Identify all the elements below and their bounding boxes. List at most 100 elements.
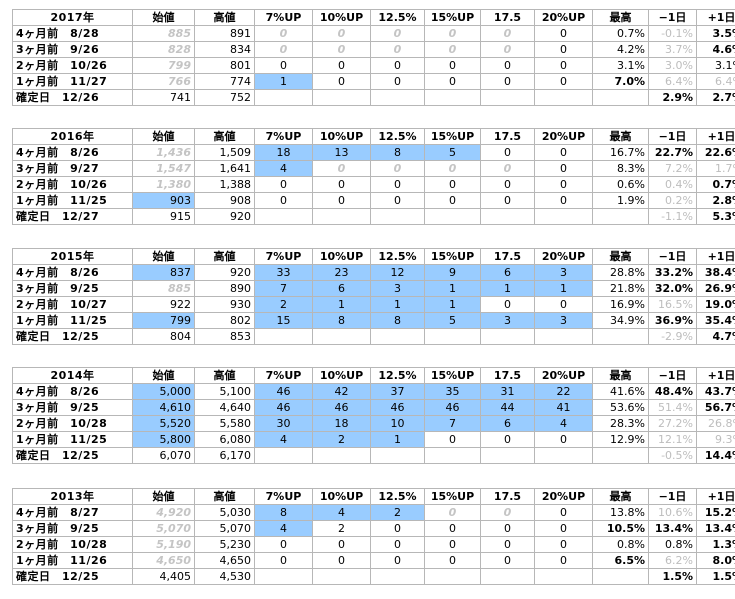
plus-one-day-cell[interactable]: 8.0% <box>696 552 735 569</box>
high-price-cell[interactable]: 5,230 <box>194 536 255 553</box>
column-header[interactable]: 17.5 <box>480 248 535 265</box>
max-gain-cell[interactable]: 53.6% <box>592 399 649 416</box>
threshold-count-cell[interactable]: 33 <box>254 264 313 281</box>
max-gain-cell[interactable] <box>592 568 649 585</box>
high-price-cell[interactable]: 4,650 <box>194 552 255 569</box>
threshold-count-cell[interactable]: 4 <box>254 160 313 177</box>
threshold-count-cell[interactable]: 0 <box>254 57 313 74</box>
column-header[interactable]: 17.5 <box>480 367 535 384</box>
column-header[interactable]: +1日 <box>696 488 735 505</box>
high-price-cell[interactable]: 4,530 <box>194 568 255 585</box>
max-gain-cell[interactable]: 4.2% <box>592 41 649 58</box>
threshold-count-cell[interactable] <box>312 568 371 585</box>
threshold-count-cell[interactable]: 18 <box>312 415 371 432</box>
open-price-cell[interactable]: 5,190 <box>132 536 195 553</box>
row-label[interactable]: 確定日 12/26 <box>12 89 133 106</box>
threshold-count-cell[interactable]: 0 <box>254 536 313 553</box>
row-label[interactable]: 2ヶ月前 10/27 <box>12 296 133 313</box>
open-price-cell[interactable]: 885 <box>132 25 195 42</box>
threshold-count-cell[interactable] <box>480 89 535 106</box>
row-label[interactable]: 2ヶ月前 10/28 <box>12 415 133 432</box>
plus-one-day-cell[interactable]: 14.4% <box>696 447 735 464</box>
max-gain-cell[interactable]: 28.8% <box>592 264 649 281</box>
threshold-count-cell[interactable]: 0 <box>480 536 535 553</box>
minus-one-day-cell[interactable]: 3.7% <box>648 41 697 58</box>
max-gain-cell[interactable]: 3.1% <box>592 57 649 74</box>
threshold-count-cell[interactable]: 0 <box>534 431 593 448</box>
column-header[interactable]: −1日 <box>648 9 697 26</box>
column-header[interactable]: 高値 <box>194 9 255 26</box>
plus-one-day-cell[interactable]: 26.9% <box>696 280 735 297</box>
threshold-count-cell[interactable]: 1 <box>480 280 535 297</box>
row-label[interactable]: 3ヶ月前 9/25 <box>12 399 133 416</box>
threshold-count-cell[interactable]: 2 <box>312 520 371 537</box>
threshold-count-cell[interactable] <box>254 208 313 225</box>
threshold-count-cell[interactable]: 3 <box>534 264 593 281</box>
threshold-count-cell[interactable]: 0 <box>480 504 535 521</box>
plus-one-day-cell[interactable]: 19.0% <box>696 296 735 313</box>
threshold-count-cell[interactable]: 9 <box>424 264 481 281</box>
threshold-count-cell[interactable]: 13 <box>312 144 371 161</box>
open-price-cell[interactable]: 1,547 <box>132 160 195 177</box>
threshold-count-cell[interactable]: 0 <box>534 160 593 177</box>
column-header[interactable]: 高値 <box>194 367 255 384</box>
threshold-count-cell[interactable]: 0 <box>312 552 371 569</box>
open-price-cell[interactable]: 799 <box>132 312 195 329</box>
threshold-count-cell[interactable]: 0 <box>534 520 593 537</box>
row-label[interactable]: 4ヶ月前 8/26 <box>12 383 133 400</box>
column-header[interactable]: 20%UP <box>534 9 593 26</box>
plus-one-day-cell[interactable]: 56.7% <box>696 399 735 416</box>
threshold-count-cell[interactable]: 8 <box>254 504 313 521</box>
max-gain-cell[interactable]: 0.7% <box>592 25 649 42</box>
high-price-cell[interactable]: 6,080 <box>194 431 255 448</box>
plus-one-day-cell[interactable]: 9.3% <box>696 431 735 448</box>
threshold-count-cell[interactable]: 4 <box>534 415 593 432</box>
max-gain-cell[interactable]: 0.8% <box>592 536 649 553</box>
max-gain-cell[interactable]: 34.9% <box>592 312 649 329</box>
threshold-count-cell[interactable] <box>424 208 481 225</box>
threshold-count-cell[interactable]: 0 <box>370 192 425 209</box>
row-label[interactable]: 1ヶ月前 11/27 <box>12 73 133 90</box>
column-header[interactable]: 7%UP <box>254 367 313 384</box>
threshold-count-cell[interactable] <box>424 328 481 345</box>
plus-one-day-cell[interactable]: 35.4% <box>696 312 735 329</box>
row-label[interactable]: 確定日 12/25 <box>12 447 133 464</box>
threshold-count-cell[interactable]: 0 <box>312 192 371 209</box>
row-label[interactable]: 3ヶ月前 9/25 <box>12 520 133 537</box>
threshold-count-cell[interactable]: 3 <box>534 312 593 329</box>
threshold-count-cell[interactable]: 0 <box>312 25 371 42</box>
threshold-count-cell[interactable]: 1 <box>424 280 481 297</box>
plus-one-day-cell[interactable]: 1.7% <box>696 160 735 177</box>
column-header[interactable]: 最高 <box>592 367 649 384</box>
column-header[interactable]: 10%UP <box>312 248 371 265</box>
open-price-cell[interactable]: 4,650 <box>132 552 195 569</box>
threshold-count-cell[interactable]: 0 <box>370 536 425 553</box>
row-label[interactable]: 3ヶ月前 9/27 <box>12 160 133 177</box>
high-price-cell[interactable]: 5,580 <box>194 415 255 432</box>
threshold-count-cell[interactable]: 0 <box>424 192 481 209</box>
threshold-count-cell[interactable]: 0 <box>370 176 425 193</box>
plus-one-day-cell[interactable]: 4.7% <box>696 328 735 345</box>
threshold-count-cell[interactable]: 3 <box>480 312 535 329</box>
threshold-count-cell[interactable]: 0 <box>480 144 535 161</box>
threshold-count-cell[interactable]: 46 <box>254 399 313 416</box>
row-label[interactable]: 1ヶ月前 11/25 <box>12 312 133 329</box>
column-header[interactable]: 15%UP <box>424 128 481 145</box>
column-header[interactable]: −1日 <box>648 128 697 145</box>
max-gain-cell[interactable]: 7.0% <box>592 73 649 90</box>
max-gain-cell[interactable]: 21.8% <box>592 280 649 297</box>
open-price-cell[interactable]: 828 <box>132 41 195 58</box>
plus-one-day-cell[interactable]: 1.5% <box>696 568 735 585</box>
threshold-count-cell[interactable]: 0 <box>480 296 535 313</box>
threshold-count-cell[interactable]: 7 <box>424 415 481 432</box>
threshold-count-cell[interactable]: 0 <box>480 520 535 537</box>
plus-one-day-cell[interactable]: 2.7% <box>696 89 735 106</box>
high-price-cell[interactable]: 4,640 <box>194 399 255 416</box>
column-header[interactable]: 最高 <box>592 128 649 145</box>
threshold-count-cell[interactable]: 0 <box>254 41 313 58</box>
threshold-count-cell[interactable] <box>534 568 593 585</box>
high-price-cell[interactable]: 5,070 <box>194 520 255 537</box>
high-price-cell[interactable]: 1,641 <box>194 160 255 177</box>
threshold-count-cell[interactable] <box>534 447 593 464</box>
threshold-count-cell[interactable]: 6 <box>480 415 535 432</box>
